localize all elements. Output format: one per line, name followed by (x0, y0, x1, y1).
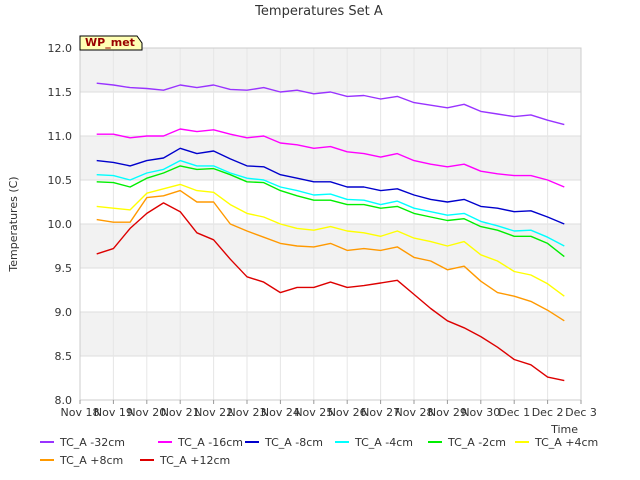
x-tick-label: Nov 24 (261, 406, 300, 419)
x-tick-label: Dec 1 (498, 406, 530, 419)
legend-label: TC_A -32cm (59, 436, 125, 449)
legend-label: TC_A +12cm (159, 454, 230, 467)
series-line (96, 147, 565, 225)
plot-band (80, 268, 581, 312)
legend-item: TC_A +8cm (40, 454, 123, 467)
x-tick-label: Nov 28 (395, 406, 434, 419)
x-tick-label: Nov 18 (61, 406, 100, 419)
x-tick-label: Nov 21 (161, 406, 200, 419)
legend-label: TC_A -2cm (447, 436, 506, 449)
x-tick-label: Nov 23 (228, 406, 267, 419)
y-tick-label: 8.5 (55, 350, 73, 363)
series-line (96, 183, 565, 297)
y-tick-label: 10.0 (48, 218, 73, 231)
plot-band (80, 136, 581, 180)
plot-band (80, 180, 581, 224)
x-tick-label: Nov 19 (94, 406, 133, 419)
y-axis: 8.0 8.5 9.0 9.5 10.0 10.5 11.0 11.5 12.0 (48, 42, 73, 407)
series-line (96, 165, 565, 258)
y-tick-label: 9.5 (55, 262, 73, 275)
y-tick-label: 9.0 (55, 306, 73, 319)
chart-title: Temperatures Set A (254, 4, 383, 19)
legend-item: TC_A -4cm (335, 436, 413, 449)
plot-border (79, 47, 582, 401)
legend-item: TC_A +4cm (515, 436, 598, 449)
y-tick-label: 11.5 (48, 86, 73, 99)
plot-band (80, 224, 581, 268)
annotation-box: WP_met (79, 35, 143, 51)
x-tick-label: Nov 27 (361, 406, 400, 419)
plot-band (80, 312, 581, 356)
y-tick-label: 8.0 (55, 394, 73, 407)
plot-band (80, 356, 581, 400)
legend-item: TC_A -8cm (245, 436, 323, 449)
x-tick-label: Dec 3 (565, 406, 597, 419)
series-line (96, 82, 565, 126)
legend: TC_A -32cm TC_A -16cm TC_A -8cm TC_A -4cm TC… (40, 436, 598, 467)
x-tick-label: Nov 30 (461, 406, 500, 419)
legend-item: TC_A -32cm (40, 436, 125, 449)
x-tick-label: Nov 29 (428, 406, 467, 419)
series-line (96, 189, 565, 322)
legend-label: TC_A -8cm (264, 436, 323, 449)
series-line (96, 128, 565, 188)
legend-label: TC_A +4cm (534, 436, 598, 449)
y-tick-label: 10.5 (48, 174, 73, 187)
x-axis-label: Time (550, 423, 578, 436)
y-tick-label: 12.0 (48, 42, 73, 55)
y-tick-label: 11.0 (48, 130, 73, 143)
plot-band (80, 48, 581, 92)
annotation-label: WP_met (85, 36, 135, 49)
x-tick-label: Nov 22 (194, 406, 233, 419)
series-line (96, 159, 565, 247)
legend-label: TC_A -16cm (177, 436, 243, 449)
x-tick-label: Nov 26 (328, 406, 367, 419)
y-axis-label: Temperatures (C) (7, 176, 20, 272)
legend-item: TC_A -2cm (428, 436, 506, 449)
legend-item: TC_A +12cm (140, 454, 230, 467)
series-line (96, 202, 565, 382)
plot-background (80, 48, 581, 400)
plot-band (80, 92, 581, 136)
x-tick-label: Nov 25 (294, 406, 333, 419)
legend-label: TC_A +8cm (59, 454, 123, 467)
legend-label: TC_A -4cm (354, 436, 413, 449)
legend-item: TC_A -16cm (158, 436, 243, 449)
x-tick-label: Dec 2 (532, 406, 564, 419)
series-group (96, 82, 565, 382)
x-tick-label: Nov 20 (127, 406, 166, 419)
